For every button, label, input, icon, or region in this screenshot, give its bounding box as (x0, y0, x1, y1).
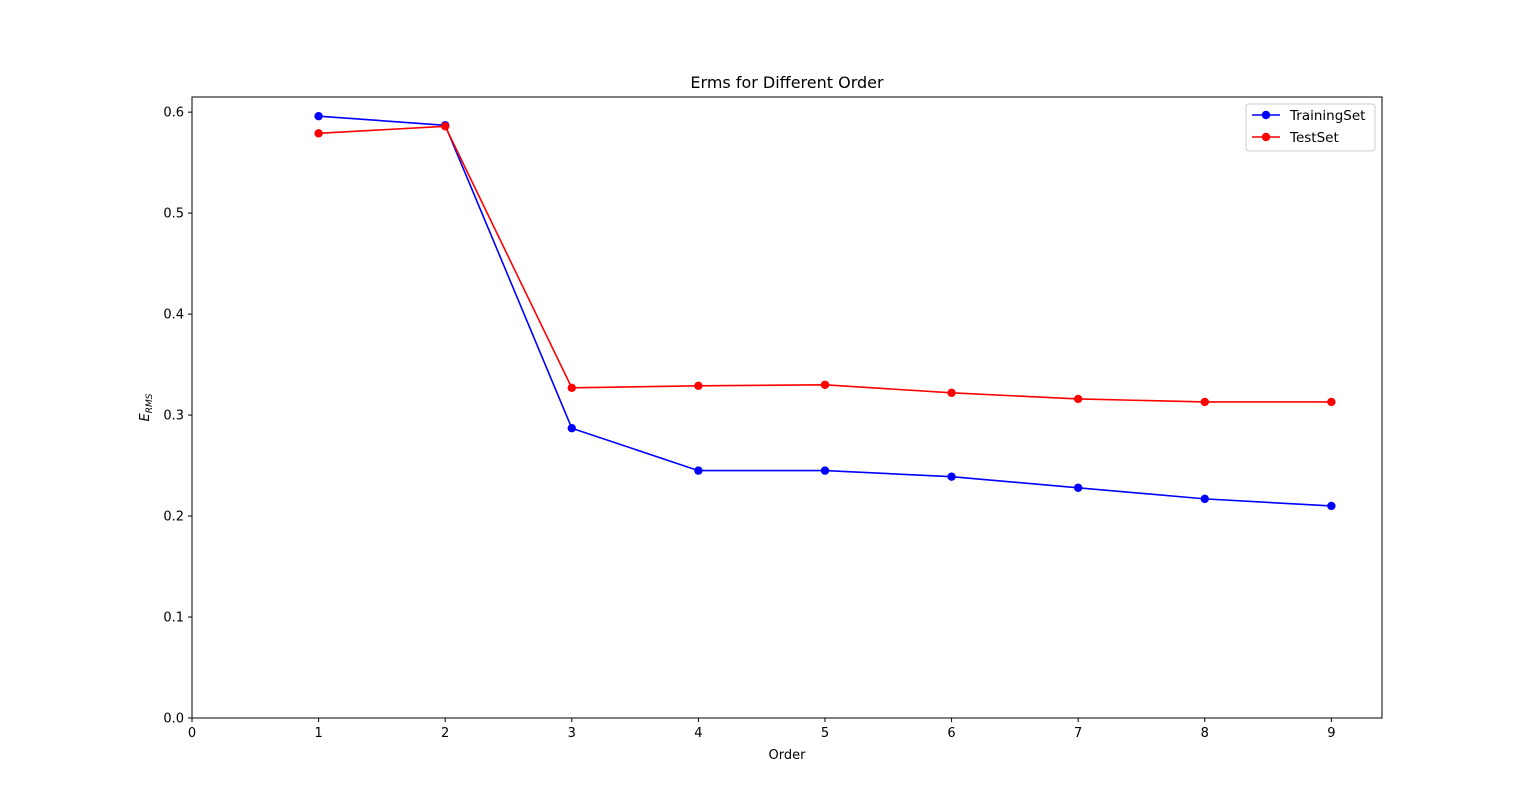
data-point-TestSet (694, 381, 703, 390)
legend: TrainingSet TestSet (1245, 103, 1376, 152)
legend-label: TestSet (1289, 130, 1339, 146)
y-axis: 0.0 0.1 0.2 0.3 0.4 0.5 0.6 (163, 106, 192, 727)
data-point-TestSet (314, 129, 323, 138)
data-point-TrainingSet (1327, 501, 1336, 511)
legend-swatch-marker (1261, 110, 1271, 120)
data-point-TrainingSet (820, 466, 830, 475)
data-point-TrainingSet (314, 111, 323, 121)
x-tick-label: 6 (947, 726, 955, 741)
data-point-TrainingSet (694, 466, 703, 475)
data-point-TestSet (1200, 397, 1209, 407)
x-tick-label: 9 (1327, 726, 1335, 741)
data-point-TestSet (440, 122, 450, 131)
data-point-TrainingSet (1200, 494, 1209, 504)
y-axis-label: ERMS (138, 393, 155, 421)
series-layer (314, 111, 1336, 511)
data-point-TestSet (947, 388, 956, 398)
data-point-TestSet (1073, 394, 1083, 404)
x-tick-label: 7 (1074, 726, 1082, 741)
y-tick-label: 0.6 (163, 106, 184, 121)
y-tick-label: 0.4 (163, 308, 184, 323)
x-axis: 0 1 2 3 4 5 6 7 8 9 (188, 718, 1336, 741)
x-tick-label: 4 (694, 726, 702, 741)
x-axis-label: Order (769, 748, 807, 763)
data-point-TrainingSet (567, 424, 576, 433)
data-point-TestSet (567, 383, 576, 393)
y-tick-label: 0.0 (163, 712, 184, 727)
y-axis-label-main: E (138, 412, 153, 421)
x-tick-label: 0 (188, 726, 196, 741)
data-point-TestSet (820, 380, 830, 389)
x-tick-label: 8 (1201, 726, 1209, 741)
y-tick-label: 0.1 (163, 611, 184, 626)
x-tick-label: 5 (821, 726, 829, 741)
y-tick-label: 0.3 (163, 409, 184, 424)
y-tick-label: 0.5 (163, 207, 184, 222)
data-point-TrainingSet (947, 472, 956, 481)
data-point-TrainingSet (1073, 483, 1083, 492)
y-axis-label-sub: RMS (145, 393, 155, 413)
y-tick-label: 0.2 (163, 510, 184, 525)
data-point-TestSet (1327, 397, 1336, 407)
plot-frame (191, 96, 1383, 719)
legend-label: TrainingSet (1289, 108, 1365, 124)
x-tick-label: 1 (314, 726, 322, 741)
plot-area (191, 96, 1383, 719)
chart-title: Erms for Different Order (690, 73, 884, 92)
x-tick-label: 3 (568, 726, 576, 741)
x-tick-label: 2 (441, 726, 449, 741)
legend-swatch-marker (1261, 132, 1271, 142)
